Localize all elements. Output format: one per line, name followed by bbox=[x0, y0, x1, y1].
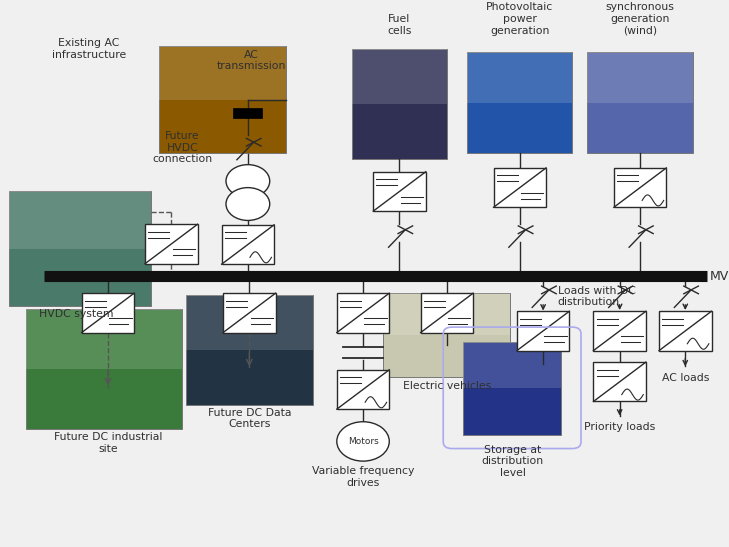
Bar bbox=[186, 295, 313, 350]
Bar bbox=[337, 370, 389, 409]
Circle shape bbox=[226, 165, 270, 197]
Bar bbox=[233, 108, 262, 118]
Bar bbox=[517, 311, 569, 351]
Bar bbox=[463, 342, 561, 388]
Bar bbox=[373, 172, 426, 211]
Bar bbox=[223, 293, 276, 333]
Bar bbox=[352, 49, 447, 159]
Circle shape bbox=[337, 422, 389, 461]
Bar bbox=[26, 309, 182, 429]
Text: Non-
synchronous
generation
(wind): Non- synchronous generation (wind) bbox=[606, 0, 674, 36]
Text: Future DC industrial
site: Future DC industrial site bbox=[54, 432, 162, 453]
Text: Existing AC
infrastructure: Existing AC infrastructure bbox=[52, 38, 126, 60]
Bar bbox=[26, 309, 182, 369]
Bar bbox=[145, 224, 198, 264]
Bar bbox=[467, 52, 572, 103]
Text: Priority loads: Priority loads bbox=[584, 422, 655, 432]
Text: MVDC: MVDC bbox=[709, 270, 729, 283]
Text: AC loads: AC loads bbox=[662, 373, 709, 383]
Bar bbox=[383, 293, 510, 335]
Bar bbox=[186, 295, 313, 405]
Bar bbox=[9, 191, 151, 249]
Text: Photovoltaic
power
generation: Photovoltaic power generation bbox=[486, 2, 553, 36]
Bar bbox=[463, 342, 561, 435]
Bar bbox=[352, 49, 447, 104]
Bar bbox=[222, 225, 274, 264]
Bar bbox=[467, 52, 572, 153]
Text: Motors: Motors bbox=[348, 437, 378, 446]
Bar bbox=[383, 293, 510, 377]
Bar bbox=[82, 293, 134, 333]
Bar bbox=[659, 311, 712, 351]
Bar bbox=[614, 168, 666, 207]
Bar bbox=[159, 46, 286, 153]
Bar bbox=[587, 52, 693, 103]
Circle shape bbox=[226, 188, 270, 220]
Bar bbox=[494, 168, 546, 207]
Text: HVDC system: HVDC system bbox=[39, 309, 114, 319]
Bar bbox=[593, 311, 646, 351]
Text: AC
transmission: AC transmission bbox=[217, 50, 286, 71]
Text: Fuel
cells: Fuel cells bbox=[387, 14, 412, 36]
Bar bbox=[593, 362, 646, 401]
Bar bbox=[337, 293, 389, 333]
Bar bbox=[159, 46, 286, 100]
Bar bbox=[587, 52, 693, 153]
Bar bbox=[421, 293, 473, 333]
Text: Future DC Data
Centers: Future DC Data Centers bbox=[208, 408, 291, 429]
Text: Electric vehicles: Electric vehicles bbox=[402, 381, 491, 391]
Text: Future
HVDC
connection: Future HVDC connection bbox=[152, 131, 212, 165]
Text: Variable frequency
drives: Variable frequency drives bbox=[312, 466, 414, 487]
Text: Storage at
distribution
level: Storage at distribution level bbox=[481, 445, 544, 478]
Bar bbox=[9, 191, 151, 306]
Text: Loads with DC
distribution: Loads with DC distribution bbox=[558, 286, 636, 307]
